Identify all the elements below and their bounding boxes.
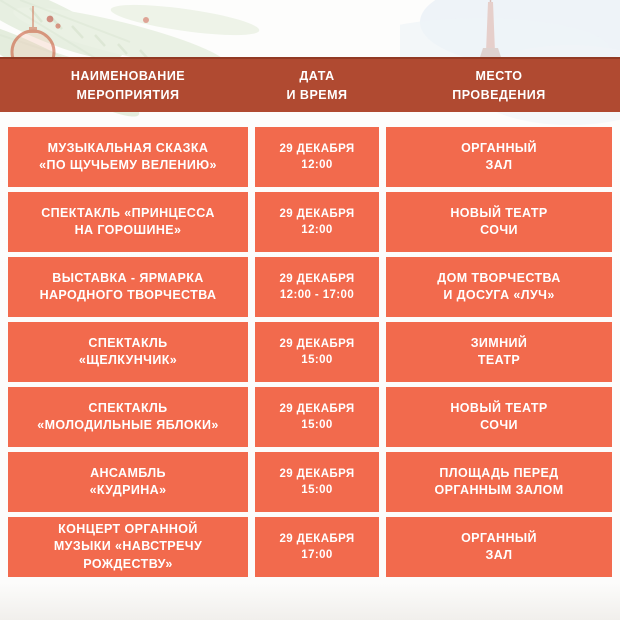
event-name-cell: АНСАМБЛЬ «КУДРИНА» (8, 452, 248, 512)
column-header-event-name: НАИМЕНОВАНИЕ МЕРОПРИЯТИЯ (70, 69, 186, 102)
event-venue-cell: ПЛОЩАДЬ ПЕРЕД ОРГАННЫМ ЗАЛОМ (386, 452, 612, 512)
event-venue-cell: НОВЫЙ ТЕАТР СОЧИ (386, 387, 612, 447)
event-venue-cell: ДОМ ТВОРЧЕСТВА И ДОСУГА «ЛУЧ» (386, 257, 612, 317)
event-name-cell: МУЗЫКАЛЬНАЯ СКАЗКА «ПО ЩУЧЬЕМУ ВЕЛЕНИЮ» (8, 127, 248, 187)
event-name-cell: СПЕКТАКЛЬ «МОЛОДИЛЬНЫЕ ЯБЛОКИ» (8, 387, 248, 447)
event-venue-cell: ОРГАННЫЙ ЗАЛ (386, 517, 612, 577)
event-datetime-cell: 29 ДЕКАБРЯ 15:00 (255, 322, 379, 382)
table-header: НАИМЕНОВАНИЕ МЕРОПРИЯТИЯ ДАТА И ВРЕМЯ МЕ… (0, 57, 620, 112)
event-datetime-cell: 29 ДЕКАБРЯ 12:00 (255, 192, 379, 252)
event-name-cell: СПЕКТАКЛЬ «ЩЕЛКУНЧИК» (8, 322, 248, 382)
event-venue-cell: НОВЫЙ ТЕАТР СОЧИ (386, 192, 612, 252)
event-venue-cell: ОРГАННЫЙ ЗАЛ (386, 127, 612, 187)
event-name-cell: КОНЦЕРТ ОРГАННОЙ МУЗЫКИ «НАВСТРЕЧУ РОЖДЕ… (8, 517, 248, 577)
event-datetime-cell: 29 ДЕКАБРЯ 17:00 (255, 517, 379, 577)
column-header-venue: МЕСТО ПРОВЕДЕНИЯ (452, 69, 546, 102)
event-venue-cell: ЗИМНИЙ ТЕАТР (386, 322, 612, 382)
schedule-table-body: МУЗЫКАЛЬНАЯ СКАЗКА «ПО ЩУЧЬЕМУ ВЕЛЕНИЮ» … (8, 127, 612, 577)
event-name-cell: СПЕКТАКЛЬ «ПРИНЦЕССА НА ГОРОШИНЕ» (8, 192, 248, 252)
column-header-date-time: ДАТА И ВРЕМЯ (286, 69, 348, 102)
event-datetime-cell: 29 ДЕКАБРЯ 15:00 (255, 387, 379, 447)
event-name-cell: ВЫСТАВКА - ЯРМАРКА НАРОДНОГО ТВОРЧЕСТВА (8, 257, 248, 317)
event-datetime-cell: 29 ДЕКАБРЯ 12:00 - 17:00 (255, 257, 379, 317)
event-datetime-cell: 29 ДЕКАБРЯ 12:00 (255, 127, 379, 187)
event-datetime-cell: 29 ДЕКАБРЯ 15:00 (255, 452, 379, 512)
berries-decoration (46, 15, 149, 29)
